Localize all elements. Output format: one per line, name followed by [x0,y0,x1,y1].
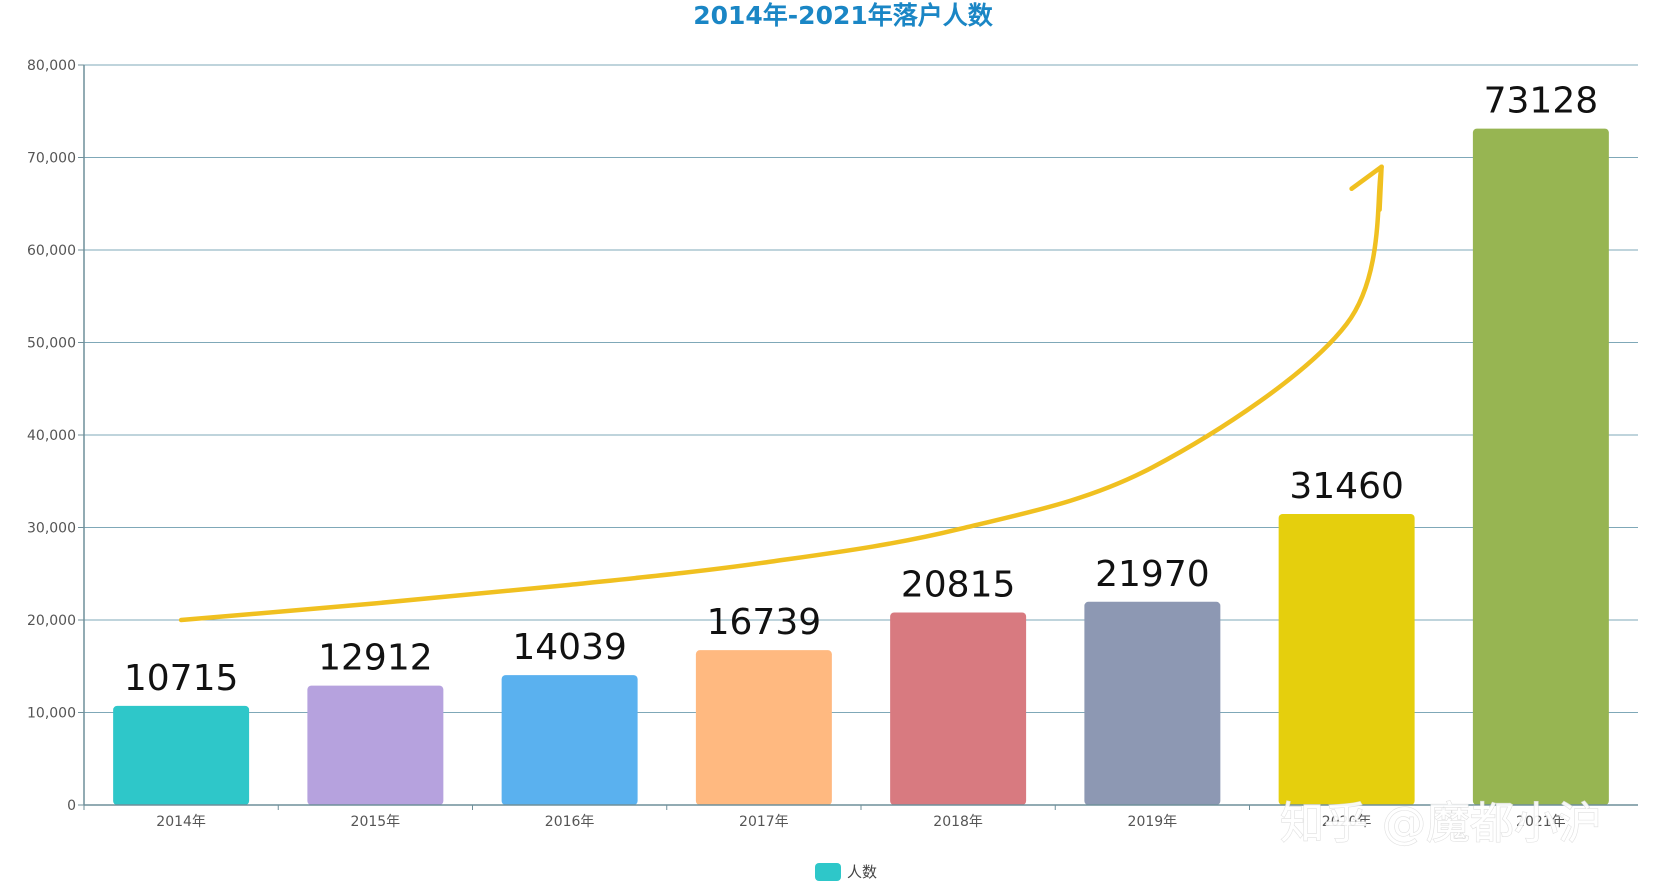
trend-arrow [178,164,1384,623]
data-label: 10715 [124,658,239,699]
x-tick-label: 2016年 [545,814,595,830]
y-tick-label: 70,000 [27,151,76,167]
y-tick-label: 0 [67,798,76,814]
y-tick-label: 10,000 [27,706,76,722]
x-axis-tick-labels: 2014年 2015年 2016年 2017年 2018年 2019年 2020年 2021年 [156,814,1565,830]
trend-arrow-line [178,164,1384,623]
x-tick-label: 2018年 [933,814,983,830]
x-tick-label: 2021年 [1516,814,1566,830]
y-tick-label: 80,000 [27,58,76,74]
x-tick-label: 2020年 [1322,814,1372,830]
y-tick-label: 60,000 [27,243,76,259]
bar [695,650,832,805]
data-label: 20815 [901,564,1016,605]
bar [1084,601,1221,805]
y-tick-label: 30,000 [27,521,76,537]
axes [83,65,1638,806]
y-axis-tick-labels: 0 10,000 20,000 30,000 40,000 50,000 60,000 70,… [27,58,76,814]
x-tick-label: 2014年 [156,814,206,830]
watermark: 知乎 @魔都小沪 [1280,798,1602,849]
trend-arrow-head [1349,164,1384,212]
data-label: 73128 [1484,81,1599,122]
data-label: 21970 [1095,554,1210,595]
bar [501,675,638,805]
bar [307,685,444,805]
y-tick-label: 20,000 [27,613,76,629]
bar [1472,128,1609,806]
legend-label: 人数 [847,863,877,881]
y-tick-label: 40,000 [27,428,76,444]
bars [113,128,1609,806]
data-label: 12912 [318,638,433,679]
bar [890,612,1027,805]
legend-swatch[interactable] [815,863,841,881]
bar [1278,513,1415,805]
data-label: 14039 [512,627,627,668]
data-label: 31460 [1289,466,1404,507]
chart-title: 2014年-2021年落户人数 [693,1,994,30]
legend[interactable]: 人数 [815,863,877,881]
data-labels: 10715 12912 14039 16739 20815 21970 31460 73128 [124,81,1598,699]
x-tick-label: 2019年 [1128,814,1178,830]
y-tick-label: 50,000 [27,336,76,352]
x-tick-label: 2017年 [739,814,789,830]
bar [113,705,250,805]
data-label: 16739 [707,602,822,643]
x-tick-label: 2015年 [351,814,401,830]
